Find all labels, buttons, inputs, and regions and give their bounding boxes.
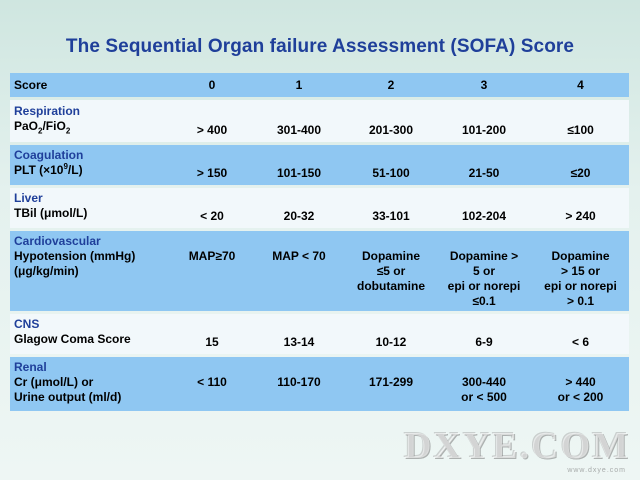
renal-score-2: 171-299 xyxy=(346,357,436,411)
category-renal: Renal xyxy=(14,360,47,374)
cardiovascular-score-4: Dopamine > 15 or epi or norepi > 0.1 xyxy=(532,231,629,311)
coagulation-score-3: 21-50 xyxy=(436,145,532,185)
coagulation-score-1: 101-150 xyxy=(252,145,346,185)
param-cardiovascular-line2: (μg/kg/min) xyxy=(14,264,79,278)
table-row-cardiovascular: Cardiovascular Hypotension (mmHg) (μg/kg… xyxy=(10,231,629,311)
param-liver: TBil (μmol/L) xyxy=(14,206,88,220)
liver-score-0: < 20 xyxy=(172,188,252,228)
cardiovascular-score-0: MAP≥70 xyxy=(172,231,252,311)
respiration-score-1: 301-400 xyxy=(252,100,346,142)
table-row-coagulation: Coagulation PLT (×109/L) > 150 101-150 5… xyxy=(10,145,629,185)
renal-score-0: < 110 xyxy=(172,357,252,411)
table-header-row: Score 0 1 2 3 4 xyxy=(10,73,629,97)
coagulation-score-2: 51-100 xyxy=(346,145,436,185)
cns-score-1: 13-14 xyxy=(252,314,346,354)
liver-score-1: 20-32 xyxy=(252,188,346,228)
respiration-score-2: 201-300 xyxy=(346,100,436,142)
renal-score-4: > 440 or < 200 xyxy=(532,357,629,411)
coagulation-score-4: ≤20 xyxy=(532,145,629,185)
table-row-respiration: Respiration PaO2/FiO2 > 400 301-400 201-… xyxy=(10,100,629,142)
table-row-liver: Liver TBil (μmol/L) < 20 20-32 33-101 10… xyxy=(10,188,629,228)
watermark-url: www.dxye.com xyxy=(567,467,626,474)
respiration-score-0: > 400 xyxy=(172,100,252,142)
liver-score-3: 102-204 xyxy=(436,188,532,228)
watermark-logo: DXYE.COM xyxy=(403,425,630,467)
renal-score-3: 300-440 or < 500 xyxy=(436,357,532,411)
cardiovascular-score-2: Dopamine ≤5 or dobutamine xyxy=(346,231,436,311)
param-coagulation: PLT (×109/L) xyxy=(14,162,83,178)
param-renal-line2: Urine output (ml/d) xyxy=(14,390,122,404)
category-coagulation: Coagulation xyxy=(14,148,84,162)
category-cardiovascular: Cardiovascular xyxy=(14,234,101,248)
liver-score-4: > 240 xyxy=(532,188,629,228)
category-respiration: Respiration xyxy=(14,104,81,118)
cardiovascular-score-1: MAP < 70 xyxy=(252,231,346,311)
cns-score-0: 15 xyxy=(172,314,252,354)
liver-score-2: 33-101 xyxy=(346,188,436,228)
renal-score-1: 110-170 xyxy=(252,357,346,411)
header-4: 4 xyxy=(532,73,629,97)
header-3: 3 xyxy=(436,73,532,97)
header-1: 1 xyxy=(252,73,346,97)
respiration-score-3: 101-200 xyxy=(436,100,532,142)
category-cns: CNS xyxy=(14,317,40,331)
sofa-table: Score 0 1 2 3 4 Respiration PaO2/FiO2 > … xyxy=(10,73,629,411)
header-2: 2 xyxy=(346,73,436,97)
table-row-cns: CNS Glagow Coma Score 15 13-14 10-12 6-9… xyxy=(10,314,629,354)
header-score: Score xyxy=(10,73,172,97)
cns-score-3: 6-9 xyxy=(436,314,532,354)
respiration-score-4: ≤100 xyxy=(532,100,629,142)
table-row-renal: Renal Cr (μmol/L) or Urine output (ml/d)… xyxy=(10,357,629,411)
header-0: 0 xyxy=(172,73,252,97)
page-title: The Sequential Organ failure Assessment … xyxy=(65,36,575,57)
cardiovascular-score-3: Dopamine > 5 or epi or norepi ≤0.1 xyxy=(436,231,532,311)
param-cns: Glagow Coma Score xyxy=(14,332,131,346)
category-liver: Liver xyxy=(14,191,43,205)
param-renal-line1: Cr (μmol/L) or xyxy=(14,375,94,389)
param-cardiovascular-line1: Hypotension (mmHg) xyxy=(14,249,136,263)
param-respiration: PaO2/FiO2 xyxy=(14,119,71,136)
cns-score-2: 10-12 xyxy=(346,314,436,354)
cns-score-4: < 6 xyxy=(532,314,629,354)
coagulation-score-0: > 150 xyxy=(172,145,252,185)
